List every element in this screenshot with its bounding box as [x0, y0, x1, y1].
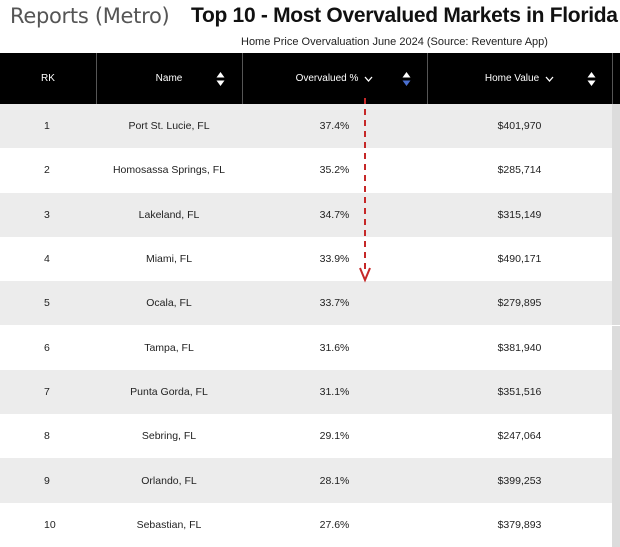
table-row[interactable]: 5 Ocala, FL 33.7% $279,895 — [0, 281, 620, 326]
market-name-cell: Tampa, FL — [144, 341, 194, 354]
row-edge — [612, 192, 620, 237]
market-name-cell: Port St. Lucie, FL — [128, 120, 210, 133]
row-edge — [612, 281, 620, 326]
home-value-cell: $279,895 — [497, 297, 542, 310]
row-edge — [612, 414, 620, 459]
home-value-cell: $381,940 — [497, 341, 542, 354]
market-name-cell: Homosassa Springs, FL — [112, 164, 226, 177]
column-divider — [96, 53, 97, 104]
column-header-home-value[interactable]: Home Value — [427, 53, 612, 104]
home-value-cell: $379,893 — [497, 518, 542, 531]
column-divider — [242, 53, 243, 104]
table-header: RK Name Overvalued % Home Value — [0, 53, 620, 104]
row-edge — [612, 236, 620, 282]
column-divider — [612, 53, 613, 104]
market-name-cell: Sebastian, FL — [136, 518, 202, 531]
home-value-cell: $351,516 — [497, 385, 542, 398]
overvalued-cell: 34.7% — [319, 208, 350, 221]
market-name-cell: Miami, FL — [145, 253, 193, 266]
rank-cell: 2 — [44, 164, 50, 177]
table-row[interactable]: 10 Sebastian, FL 27.6% $379,893 — [0, 502, 620, 547]
rank-cell: 4 — [44, 253, 50, 266]
overvalued-cell: 35.2% — [319, 164, 350, 177]
row-edge — [612, 148, 620, 193]
home-value-cell: $315,149 — [497, 208, 542, 221]
title-bar: Reports (Metro) Top 10 - Most Overvalued… — [0, 0, 620, 34]
column-header-name[interactable]: Name — [96, 53, 242, 104]
sort-updown-icon[interactable] — [216, 71, 225, 87]
home-value-cell: $401,970 — [497, 120, 542, 133]
column-header-home-value-label: Home Value — [484, 73, 540, 84]
overvalued-cell: 29.1% — [319, 430, 350, 443]
rank-cell: 8 — [44, 430, 50, 443]
column-divider — [427, 53, 428, 104]
home-value-cell: $490,171 — [497, 253, 542, 266]
row-edge — [612, 325, 620, 370]
table-row[interactable]: 4 Miami, FL 33.9% $490,171 — [0, 236, 620, 282]
row-edge — [612, 104, 620, 149]
table-row[interactable]: 7 Punta Gorda, FL 31.1% $351,516 — [0, 369, 620, 415]
row-edge — [612, 369, 620, 415]
chevron-down-icon[interactable] — [545, 74, 554, 84]
market-name-cell: Lakeland, FL — [138, 208, 200, 221]
row-edge — [612, 458, 620, 503]
market-name-cell: Ocala, FL — [146, 297, 192, 310]
home-value-cell: $285,714 — [497, 164, 542, 177]
sort-updown-icon[interactable] — [402, 71, 411, 87]
market-name-cell: Sebring, FL — [141, 430, 197, 443]
sort-updown-icon[interactable] — [587, 71, 596, 87]
overvalued-cell: 27.6% — [319, 518, 350, 531]
table-row[interactable]: 2 Homosassa Springs, FL 35.2% $285,714 — [0, 148, 620, 193]
overvalued-cell: 37.4% — [319, 120, 350, 133]
home-value-cell: $247,064 — [497, 430, 542, 443]
table-row[interactable]: 9 Orlando, FL 28.1% $399,253 — [0, 458, 620, 503]
chevron-down-icon[interactable] — [364, 74, 373, 84]
column-header-rank-label: RK — [41, 73, 55, 84]
rank-cell: 3 — [44, 208, 50, 221]
table-row[interactable]: 3 Lakeland, FL 34.7% $315,149 — [0, 192, 620, 237]
market-name-cell: Punta Gorda, FL — [130, 385, 208, 398]
overvalued-cell: 31.1% — [319, 385, 350, 398]
page-subtitle: Home Price Overvaluation June 2024 (Sour… — [241, 36, 548, 48]
column-header-overvalued-label: Overvalued % — [295, 73, 359, 84]
overvalued-cell: 31.6% — [319, 341, 350, 354]
column-header-rank[interactable]: RK — [0, 53, 96, 104]
table-row[interactable]: 8 Sebring, FL 29.1% $247,064 — [0, 414, 620, 459]
home-value-cell: $399,253 — [497, 474, 542, 487]
table-row[interactable]: 1 Port St. Lucie, FL 37.4% $401,970 — [0, 104, 620, 149]
dashed-down-arrow-icon — [359, 98, 371, 283]
page-title: Top 10 - Most Overvalued Markets in Flor… — [191, 4, 618, 27]
rank-cell: 6 — [44, 341, 50, 354]
rank-cell: 9 — [44, 474, 50, 487]
overvalued-cell: 28.1% — [319, 474, 350, 487]
column-header-name-label: Name — [155, 73, 183, 84]
overvalued-cell: 33.7% — [319, 297, 350, 310]
rank-cell: 1 — [44, 120, 50, 133]
overvalued-cell: 33.9% — [319, 253, 350, 266]
row-edge — [612, 502, 620, 547]
table-row[interactable]: 6 Tampa, FL 31.6% $381,940 — [0, 325, 620, 370]
rank-cell: 7 — [44, 385, 50, 398]
rank-cell: 5 — [44, 297, 50, 310]
rank-cell: 10 — [44, 518, 56, 531]
report-type-label: Reports (Metro) — [10, 4, 170, 28]
market-name-cell: Orlando, FL — [141, 474, 197, 487]
column-header-overvalued[interactable]: Overvalued % — [242, 53, 427, 104]
